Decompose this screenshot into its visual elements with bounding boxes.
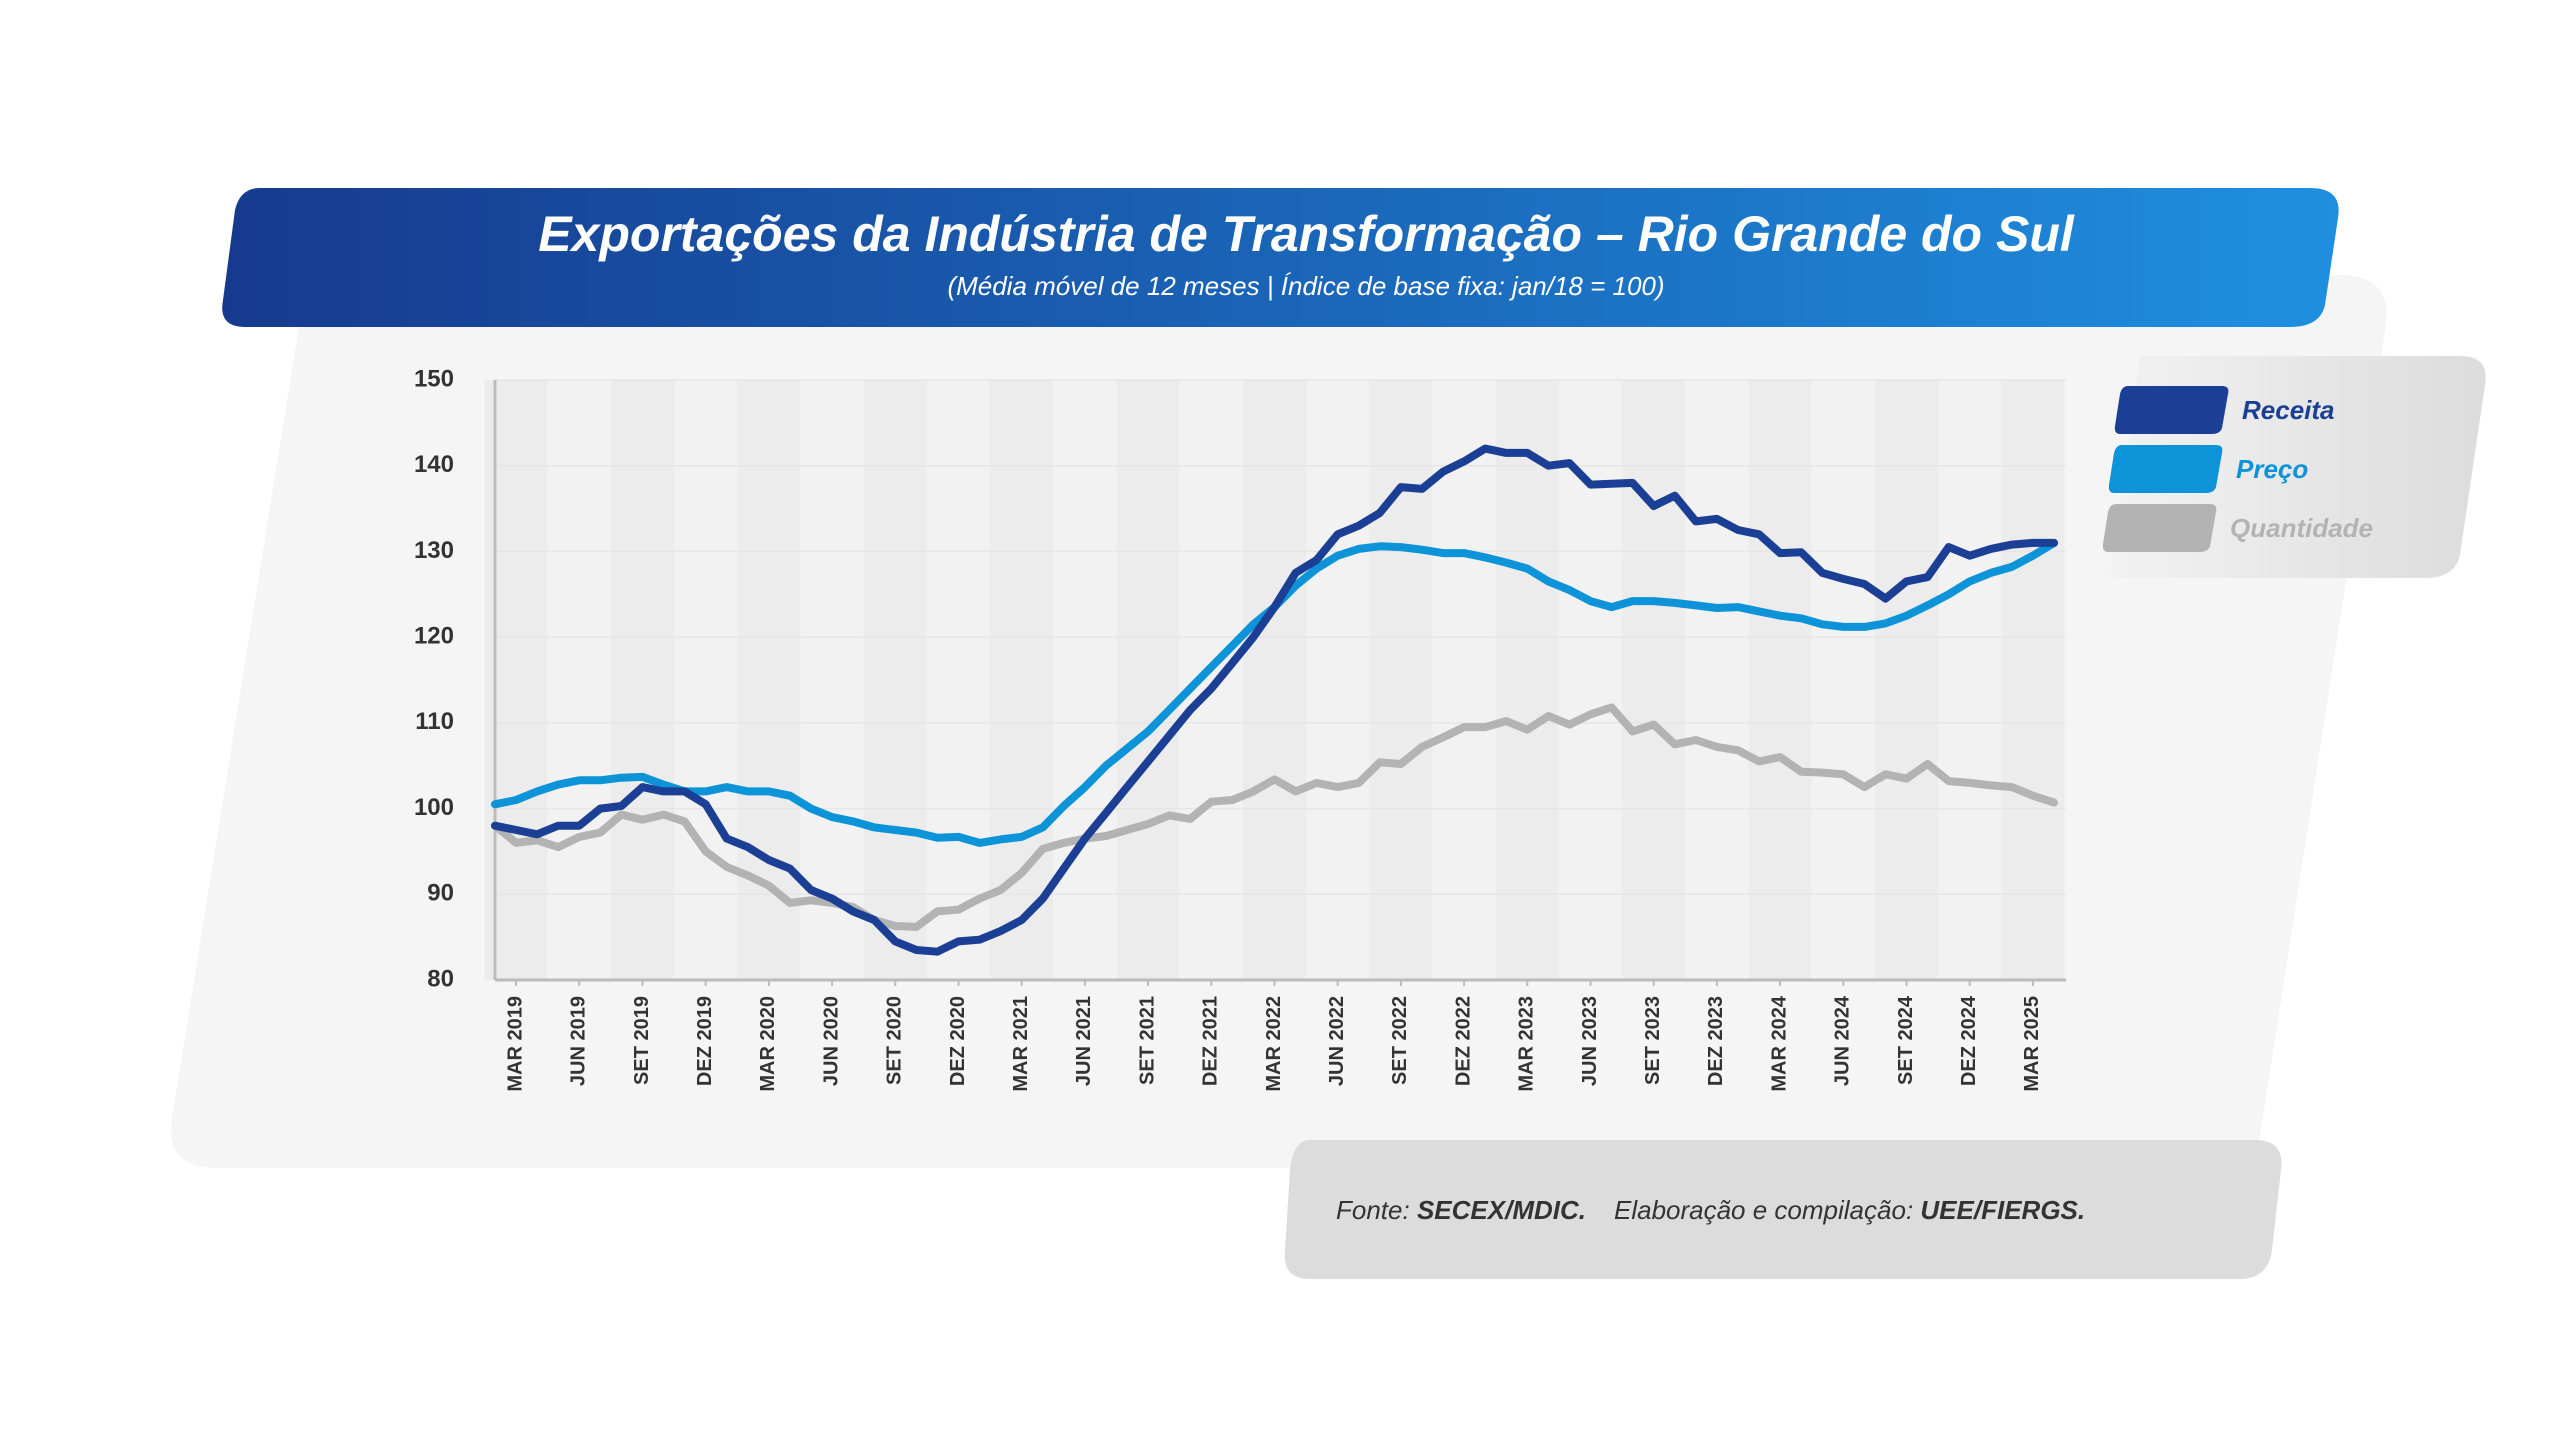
band bbox=[2001, 380, 2065, 980]
y-tick-label: 120 bbox=[414, 622, 454, 649]
x-tick-label: JUN 2024 bbox=[1832, 995, 1854, 1086]
series-line bbox=[491, 444, 2058, 956]
source-value: SECEX/MDIC. bbox=[1417, 1195, 1586, 1225]
band bbox=[1432, 380, 1496, 980]
credit-value: UEE/FIERGS. bbox=[1920, 1195, 2085, 1225]
x-tick-label: JUN 2019 bbox=[568, 996, 590, 1086]
x-tick-label: MAR 2025 bbox=[2021, 996, 2043, 1092]
legend-swatch bbox=[2108, 445, 2223, 493]
x-tick-label: SET 2024 bbox=[1895, 995, 1917, 1085]
x-tick-label: SET 2019 bbox=[631, 996, 653, 1085]
source-label: Fonte: bbox=[1336, 1195, 1410, 1225]
chart-subtitle: (Média móvel de 12 meses | Índice de bas… bbox=[947, 271, 1664, 301]
legend-swatch bbox=[2102, 504, 2217, 552]
band bbox=[547, 380, 611, 980]
x-tick-label: MAR 2020 bbox=[757, 996, 779, 1092]
band bbox=[1622, 380, 1686, 980]
x-tick-label: MAR 2023 bbox=[1516, 996, 1538, 1092]
x-tick-label: MAR 2019 bbox=[504, 996, 526, 1092]
x-tick-label: SET 2020 bbox=[884, 996, 906, 1085]
x-tick-label: DEZ 2024 bbox=[1958, 995, 1980, 1086]
x-tick-label: JUN 2022 bbox=[1326, 996, 1348, 1086]
y-tick-label: 130 bbox=[414, 537, 454, 564]
y-tick-label: 80 bbox=[427, 965, 454, 992]
band bbox=[1558, 380, 1623, 980]
x-tick-label: MAR 2021 bbox=[1010, 996, 1032, 1092]
x-tick-label: JUN 2023 bbox=[1579, 996, 1601, 1086]
band bbox=[737, 380, 801, 980]
chart-title: Exportações da Indústria de Transformaçã… bbox=[538, 206, 2075, 262]
band bbox=[1179, 380, 1243, 980]
band bbox=[1938, 380, 2002, 980]
x-tick-label: SET 2023 bbox=[1642, 996, 1664, 1085]
x-tick-label: MAR 2024 bbox=[1768, 995, 1790, 1091]
band bbox=[1053, 380, 1117, 980]
x-tick-label: DEZ 2020 bbox=[947, 996, 969, 1086]
y-tick-label: 110 bbox=[415, 708, 454, 735]
band bbox=[1369, 380, 1433, 980]
source-box bbox=[1284, 1140, 2282, 1279]
band bbox=[1306, 380, 1370, 980]
source: Fonte: SECEX/MDIC. Elaboração e compilaçã… bbox=[1336, 1195, 2085, 1225]
band bbox=[990, 380, 1054, 980]
x-tick-label: DEZ 2019 bbox=[694, 996, 716, 1086]
y-tick-label: 90 bbox=[427, 880, 454, 907]
x-tick-label: SET 2022 bbox=[1389, 996, 1411, 1085]
x-tick-label: DEZ 2022 bbox=[1452, 996, 1474, 1086]
band bbox=[1116, 380, 1180, 980]
band bbox=[1748, 380, 1812, 980]
x-tick-label: JUN 2020 bbox=[820, 996, 842, 1086]
legend-label: Quantidade bbox=[2230, 513, 2373, 543]
x-tick-label: JUN 2021 bbox=[1073, 996, 1095, 1086]
band bbox=[674, 380, 738, 980]
band bbox=[926, 380, 991, 980]
band bbox=[1685, 380, 1749, 980]
band bbox=[1874, 380, 1939, 980]
band bbox=[1811, 380, 1875, 980]
y-tick-label: 150 bbox=[414, 365, 454, 392]
band bbox=[1495, 380, 1559, 980]
band bbox=[610, 380, 675, 980]
credit-label: Elaboração e compilação: bbox=[1614, 1195, 1913, 1225]
series-line bbox=[491, 703, 2058, 931]
legend-label: Receita bbox=[2242, 395, 2335, 425]
legend-label: Preço bbox=[2236, 454, 2308, 484]
y-tick-label: 140 bbox=[414, 451, 454, 478]
x-tick-label: DEZ 2023 bbox=[1705, 996, 1727, 1086]
band bbox=[1242, 380, 1307, 980]
band bbox=[863, 380, 927, 980]
legend-swatch bbox=[2114, 386, 2229, 434]
y-tick-label: 100 bbox=[414, 794, 454, 821]
title-banner bbox=[222, 188, 2339, 327]
x-tick-label: SET 2021 bbox=[1136, 996, 1158, 1085]
x-tick-label: DEZ 2021 bbox=[1200, 996, 1222, 1086]
x-tick-label: MAR 2022 bbox=[1263, 996, 1285, 1092]
band bbox=[800, 380, 864, 980]
